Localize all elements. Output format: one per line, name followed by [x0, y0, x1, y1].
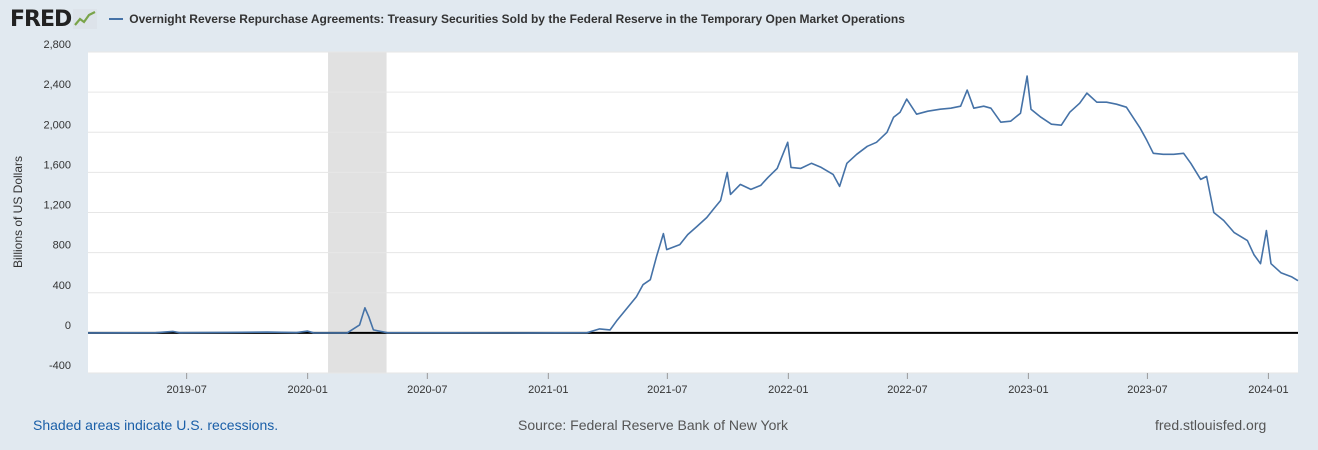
x-tick-label: 2020-01 — [287, 384, 327, 396]
y-tick-label: 2,800 — [43, 39, 71, 51]
x-tick-label: 2021-01 — [528, 384, 568, 396]
chart-header: FRED Overnight Reverse Repurchase Agreem… — [10, 6, 905, 32]
x-tick-label: 2023-07 — [1127, 384, 1167, 396]
legend-label: Overnight Reverse Repurchase Agreements:… — [129, 12, 905, 26]
y-tick-label: -400 — [49, 360, 71, 372]
y-tick-label: 2,400 — [43, 79, 71, 91]
line-chart: -400 0 400 800 1,200 1,600 2,000 2,400 2,800 2019… — [11, 39, 1299, 396]
recession-note[interactable]: Shaded areas indicate U.S. recessions. — [33, 417, 279, 433]
x-tick-label: 2022-07 — [887, 384, 927, 396]
x-tick-label: 2022-01 — [768, 384, 808, 396]
chart-legend: Overnight Reverse Repurchase Agreements:… — [109, 12, 905, 26]
x-tick-label: 2024-01 — [1248, 384, 1288, 396]
y-tick-label: 1,600 — [43, 159, 71, 171]
x-tick-label: 2023-01 — [1008, 384, 1048, 396]
y-tick-label: 800 — [53, 240, 71, 252]
x-tick-label: 2021-07 — [647, 384, 687, 396]
y-tick-label: 2,000 — [43, 119, 71, 131]
y-tick-label: 400 — [53, 280, 71, 292]
y-tick-label: 1,200 — [43, 200, 71, 212]
x-tick-label: 2020-07 — [407, 384, 447, 396]
y-axis-label: Billions of US Dollars — [11, 156, 25, 268]
logo-text: FRED — [10, 6, 72, 32]
x-tick-label: 2019-07 — [166, 384, 206, 396]
fred-logo[interactable]: FRED — [10, 6, 98, 32]
source-text: Source: Federal Reserve Bank of New York — [518, 417, 789, 433]
y-tick-label: 0 — [65, 320, 71, 332]
site-link[interactable]: fred.stlouisfed.org — [1155, 417, 1267, 433]
series-line — [87, 75, 1299, 334]
legend-swatch — [109, 18, 124, 20]
chart-line-icon — [73, 9, 98, 29]
